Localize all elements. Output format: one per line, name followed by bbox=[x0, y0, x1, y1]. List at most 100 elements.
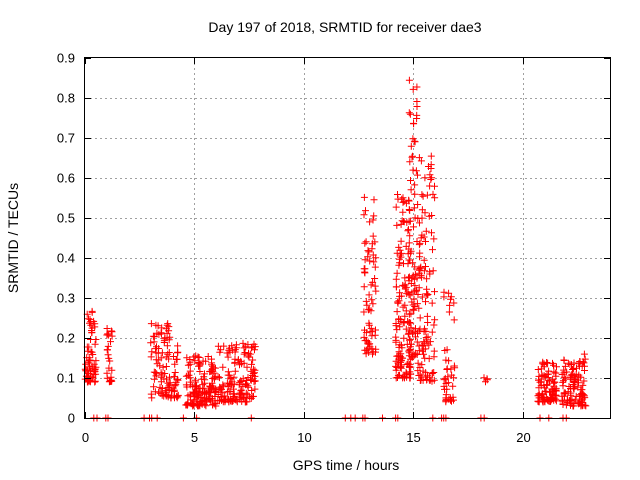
data-point bbox=[409, 350, 417, 358]
data-point bbox=[398, 344, 406, 352]
axis-ticks bbox=[85, 58, 610, 419]
data-point bbox=[423, 376, 431, 383]
data-point bbox=[581, 355, 589, 363]
data-point bbox=[397, 316, 405, 323]
data-point bbox=[231, 367, 239, 375]
data-point bbox=[562, 375, 570, 383]
data-point bbox=[397, 364, 405, 372]
data-point bbox=[424, 319, 432, 326]
data-point bbox=[107, 338, 114, 346]
data-point bbox=[230, 394, 238, 402]
data-point bbox=[160, 337, 168, 345]
data-point bbox=[406, 368, 414, 376]
data-point bbox=[364, 253, 372, 261]
data-point bbox=[559, 399, 567, 407]
data-point bbox=[360, 283, 368, 291]
data-point bbox=[450, 299, 458, 307]
data-point bbox=[430, 369, 438, 376]
data-point bbox=[245, 349, 252, 357]
data-point bbox=[182, 372, 190, 380]
data-point bbox=[396, 323, 404, 331]
data-point bbox=[370, 258, 378, 266]
data-point bbox=[186, 360, 194, 368]
data-point bbox=[418, 206, 426, 214]
data-point bbox=[232, 341, 240, 349]
data-point bbox=[406, 374, 414, 382]
data-point bbox=[152, 349, 160, 357]
y-tick-label: 0.9 bbox=[57, 51, 75, 66]
data-point bbox=[174, 349, 181, 357]
data-point bbox=[552, 386, 560, 394]
data-point bbox=[166, 333, 174, 341]
data-point bbox=[228, 342, 236, 350]
data-point bbox=[407, 324, 415, 332]
data-point bbox=[420, 233, 428, 241]
data-point bbox=[171, 373, 178, 381]
data-point bbox=[395, 261, 403, 269]
data-point bbox=[568, 361, 575, 369]
data-point bbox=[410, 295, 418, 303]
data-point bbox=[441, 347, 449, 354]
data-point bbox=[420, 267, 428, 275]
data-point bbox=[569, 366, 576, 373]
data-point bbox=[416, 314, 424, 322]
data-point bbox=[195, 359, 203, 366]
data-point bbox=[392, 320, 400, 327]
data-point bbox=[413, 338, 421, 346]
x-tick-label: 5 bbox=[191, 430, 198, 445]
data-point bbox=[394, 191, 401, 198]
data-point bbox=[422, 238, 429, 245]
data-point bbox=[231, 346, 239, 354]
data-point bbox=[411, 263, 419, 271]
data-point bbox=[429, 190, 437, 198]
data-point bbox=[564, 359, 572, 367]
data-point bbox=[236, 378, 244, 386]
data-point bbox=[159, 363, 167, 371]
data-point bbox=[364, 338, 372, 346]
data-point bbox=[365, 291, 373, 299]
data-point bbox=[103, 346, 111, 354]
data-point bbox=[450, 362, 458, 370]
data-point bbox=[442, 391, 450, 399]
data-point bbox=[250, 340, 258, 348]
data-point bbox=[427, 176, 435, 183]
data-point bbox=[152, 372, 160, 380]
data-point bbox=[399, 374, 407, 382]
data-point bbox=[416, 264, 424, 272]
x-tick-label: 15 bbox=[406, 430, 420, 445]
data-point bbox=[411, 181, 419, 189]
data-point bbox=[157, 354, 165, 362]
data-point bbox=[172, 381, 180, 389]
data-point bbox=[410, 328, 418, 336]
data-point bbox=[84, 347, 92, 355]
data-point bbox=[157, 329, 165, 337]
data-point bbox=[446, 394, 454, 402]
data-point bbox=[430, 235, 438, 243]
data-point bbox=[361, 239, 369, 247]
data-point bbox=[399, 208, 407, 216]
data-point bbox=[365, 321, 373, 329]
data-point bbox=[401, 274, 409, 282]
data-point bbox=[88, 308, 96, 316]
data-point bbox=[411, 190, 419, 198]
data-point bbox=[108, 328, 116, 336]
data-point bbox=[407, 142, 415, 150]
data-point bbox=[394, 299, 402, 307]
data-point bbox=[367, 307, 375, 315]
plot-frame bbox=[84, 57, 611, 419]
data-point bbox=[104, 342, 112, 350]
data-point bbox=[163, 342, 171, 350]
data-point bbox=[362, 207, 369, 215]
data-point bbox=[224, 353, 232, 361]
data-point bbox=[404, 227, 412, 235]
data-point bbox=[92, 336, 100, 343]
data-point bbox=[147, 390, 155, 398]
data-point bbox=[360, 193, 368, 201]
data-point bbox=[87, 348, 95, 356]
data-point bbox=[409, 301, 417, 309]
data-point bbox=[406, 158, 414, 166]
data-point bbox=[400, 334, 408, 342]
data-point bbox=[405, 226, 412, 234]
data-point bbox=[393, 326, 401, 334]
data-point bbox=[392, 283, 400, 291]
